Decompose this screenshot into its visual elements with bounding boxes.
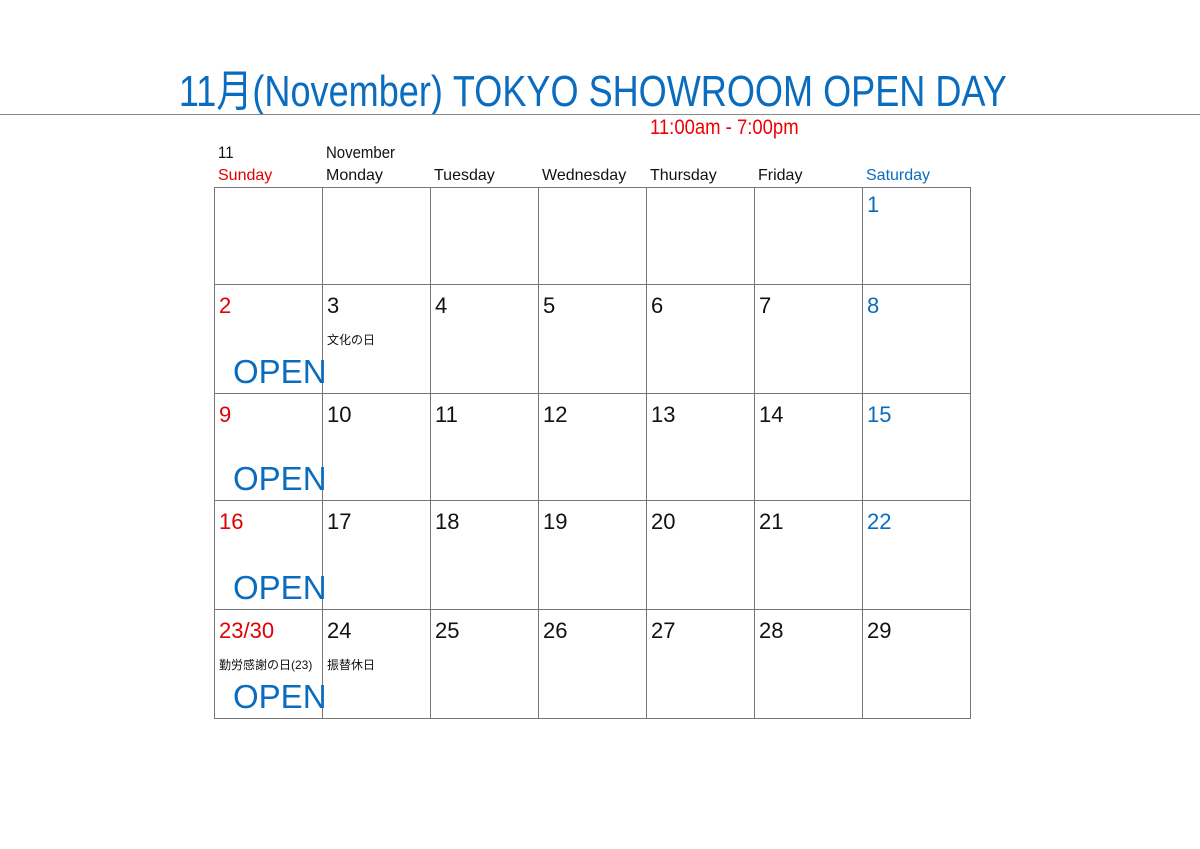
day-number: 15 <box>867 402 892 427</box>
weekday-label-wednesday: Wednesday <box>542 167 627 184</box>
day-number: 27 <box>651 618 676 643</box>
month-name: November <box>326 143 396 162</box>
calendar-day-cell <box>322 187 431 285</box>
day-number: 25 <box>435 618 460 643</box>
calendar-day-cell: 20 <box>646 500 755 610</box>
calendar-day-cell: 3 文化の日 <box>322 284 431 394</box>
day-number: 12 <box>543 402 568 427</box>
calendar-day-cell: 29 <box>862 609 971 719</box>
calendar-day-cell: 16 OPEN <box>214 500 327 610</box>
title-divider <box>0 114 1200 115</box>
calendar-day-cell <box>646 187 755 285</box>
calendar-day-cell: 1 <box>862 187 971 285</box>
calendar-grid: 1 2 OPEN 3 文化の日 4 5 6 7 8 9 OPEN 10 11 12 13 14 15 16 OPEN 1… <box>214 187 971 719</box>
day-number: 11 <box>435 402 458 427</box>
day-number: 13 <box>651 402 676 427</box>
day-number: 2 <box>219 293 232 318</box>
calendar-day-cell: 17 <box>322 500 431 610</box>
day-number: 4 <box>435 293 448 318</box>
calendar-day-cell <box>430 187 539 285</box>
calendar-day-cell: 8 <box>862 284 971 394</box>
day-number: 24 <box>327 618 352 643</box>
calendar-day-cell: 2 OPEN <box>214 284 327 394</box>
weekday-label-monday: Monday <box>326 167 383 184</box>
calendar-day-cell: 18 <box>430 500 539 610</box>
calendar-day-cell <box>214 187 323 285</box>
day-number: 6 <box>651 293 664 318</box>
weekday-label-saturday: Saturday <box>866 167 931 184</box>
day-number: 29 <box>867 618 892 643</box>
holiday-note: 振替休日 <box>327 658 376 672</box>
calendar-week: 1 <box>214 187 971 285</box>
calendar-week: 2 OPEN 3 文化の日 4 5 6 7 8 <box>214 284 971 394</box>
month-number: 11 <box>218 143 234 162</box>
calendar-day-cell: 9 OPEN <box>214 393 327 501</box>
day-number: 16 <box>219 509 244 534</box>
calendar-week: 9 OPEN 10 11 12 13 14 15 <box>214 393 971 501</box>
weekday-label-friday: Friday <box>758 167 803 184</box>
page-title: 11月(November) TOKYO SHOWROOM OPEN DAY <box>179 67 1007 116</box>
holiday-note: 勤労感謝の日(23) <box>219 658 313 672</box>
day-number: 9 <box>219 402 232 427</box>
weekday-label-sunday: Sunday <box>218 167 273 184</box>
weekday-label-thursday: Thursday <box>650 167 717 184</box>
day-number: 17 <box>327 509 352 534</box>
holiday-note: 文化の日 <box>327 333 376 347</box>
calendar-day-cell: 13 <box>646 393 755 501</box>
calendar-week: 16 OPEN 17 18 19 20 21 22 <box>214 500 971 610</box>
day-number: 18 <box>435 509 460 534</box>
calendar-day-cell: 25 <box>430 609 539 719</box>
open-label: OPEN <box>233 678 327 715</box>
calendar-day-cell: 21 <box>754 500 863 610</box>
day-number: 5 <box>543 293 556 318</box>
calendar-day-cell: 4 <box>430 284 539 394</box>
calendar-day-cell: 7 <box>754 284 863 394</box>
calendar-day-cell: 27 <box>646 609 755 719</box>
day-number: 26 <box>543 618 568 643</box>
day-number: 19 <box>543 509 568 534</box>
day-number: 7 <box>759 293 772 318</box>
calendar-day-cell: 19 <box>538 500 647 610</box>
day-number: 3 <box>327 293 340 318</box>
calendar-day-cell: 22 <box>862 500 971 610</box>
calendar-day-cell: 6 <box>646 284 755 394</box>
day-number: 8 <box>867 293 880 318</box>
calendar-day-cell: 10 <box>322 393 431 501</box>
open-label: OPEN <box>233 460 327 497</box>
calendar-day-cell: 11 <box>430 393 539 501</box>
calendar-day-cell: 24 振替休日 <box>322 609 431 719</box>
calendar-day-cell: 12 <box>538 393 647 501</box>
calendar-day-cell <box>754 187 863 285</box>
calendar-day-cell: 15 <box>862 393 971 501</box>
calendar-day-cell: 26 <box>538 609 647 719</box>
day-number: 22 <box>867 509 892 534</box>
day-number: 28 <box>759 618 784 643</box>
day-number: 1 <box>867 192 880 217</box>
day-number: 23/30 <box>219 618 275 643</box>
weekday-label-tuesday: Tuesday <box>434 167 495 184</box>
calendar-day-cell: 28 <box>754 609 863 719</box>
day-number: 21 <box>759 509 784 534</box>
open-label: OPEN <box>233 569 327 606</box>
calendar-day-cell: 5 <box>538 284 647 394</box>
calendar-week: 23/30 勤労感謝の日(23) OPEN 24 振替休日 25 26 27 28 29 <box>214 609 971 719</box>
open-label: OPEN <box>233 353 327 390</box>
day-number: 14 <box>759 402 784 427</box>
calendar-day-cell: 23/30 勤労感謝の日(23) OPEN <box>214 609 327 719</box>
calendar-day-cell <box>538 187 647 285</box>
day-number: 20 <box>651 509 676 534</box>
opening-hours: 11:00am - 7:00pm <box>650 116 799 139</box>
calendar-day-cell: 14 <box>754 393 863 501</box>
day-number: 10 <box>327 402 352 427</box>
